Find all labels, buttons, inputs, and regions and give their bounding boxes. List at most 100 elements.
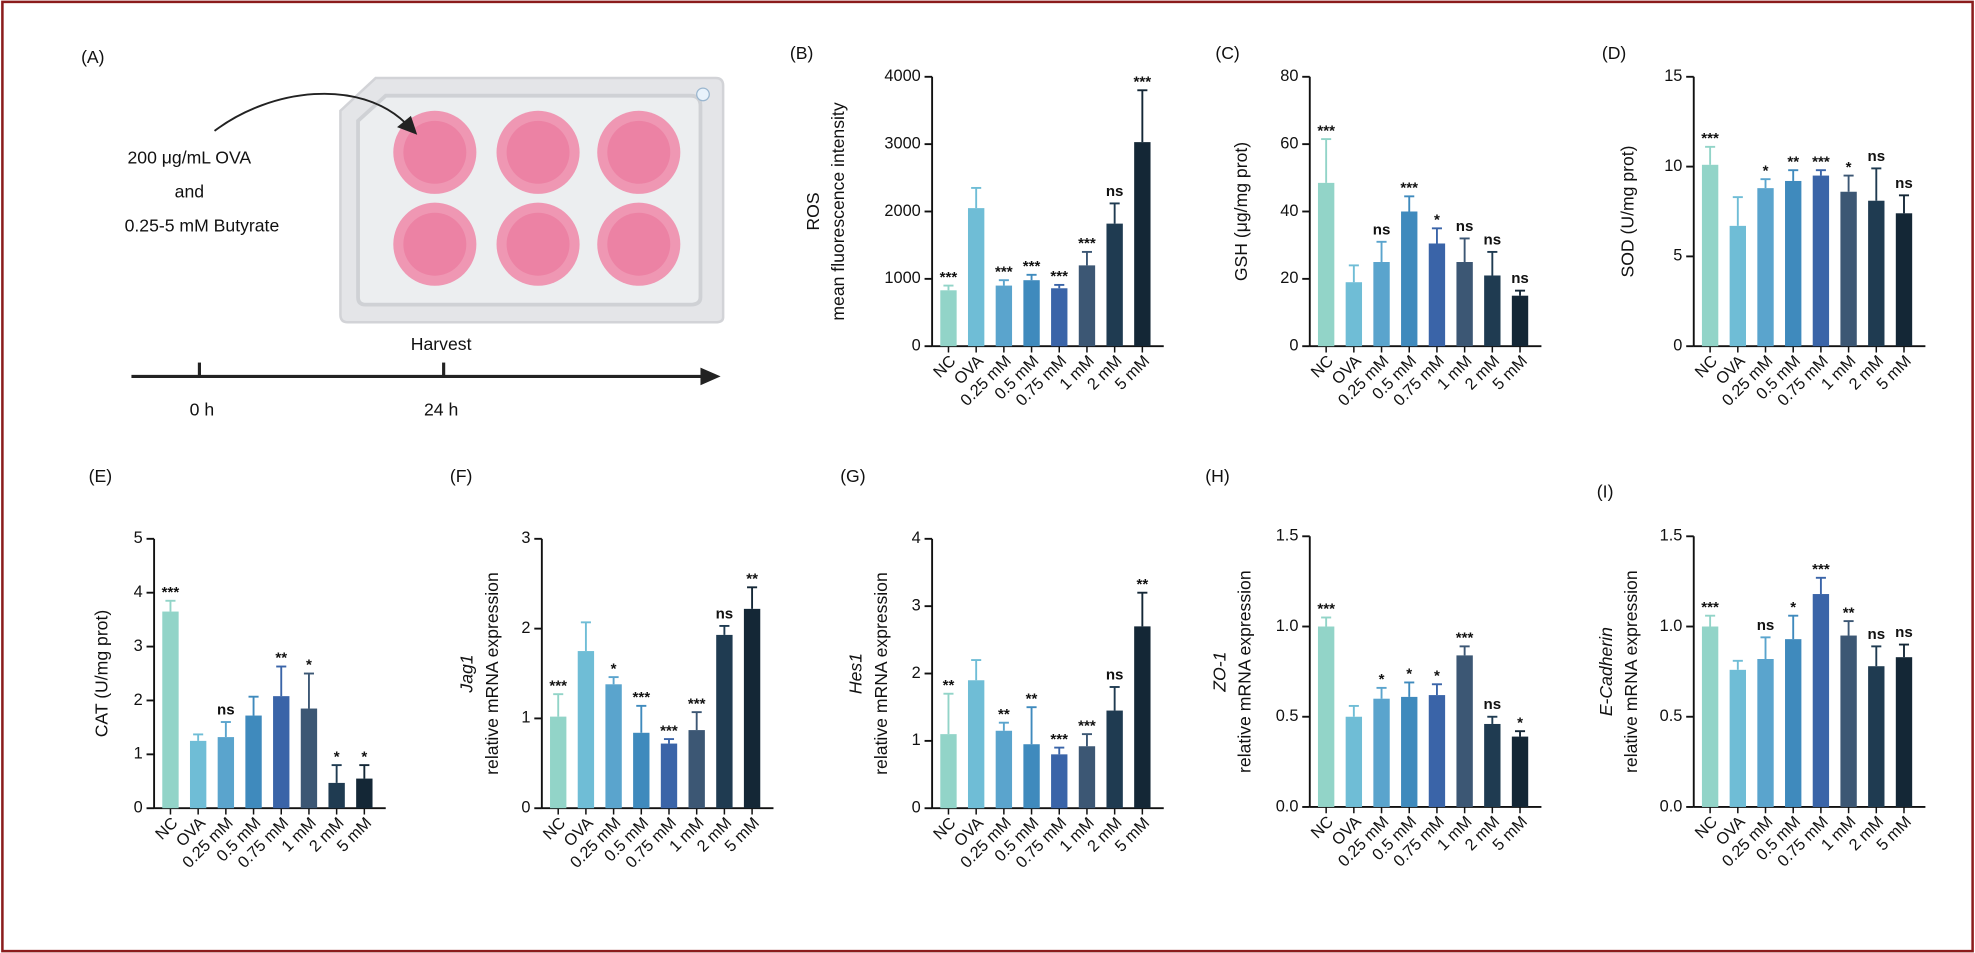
bar bbox=[940, 290, 956, 346]
significance: * bbox=[361, 748, 367, 765]
y-tick-label: 15 bbox=[1664, 67, 1682, 85]
chart: (D)SOD (U/mg prot)051015NC***OVA0.25 mM*… bbox=[1602, 43, 1926, 410]
bar bbox=[273, 696, 289, 808]
y-axis-label: relative mRNA expression bbox=[482, 572, 502, 775]
event-label: Harvest bbox=[411, 334, 472, 354]
y-tick-label: 3000 bbox=[884, 134, 920, 152]
significance: ns bbox=[1373, 221, 1391, 238]
significance: ns bbox=[1484, 696, 1502, 713]
bar bbox=[190, 741, 206, 808]
significance: ns bbox=[1106, 666, 1124, 683]
bar bbox=[1484, 724, 1500, 807]
bar bbox=[744, 609, 760, 808]
y-axis-label: ZO-1 bbox=[1209, 652, 1229, 693]
bar bbox=[1346, 282, 1362, 346]
bar bbox=[1429, 243, 1445, 346]
well-inner bbox=[507, 121, 570, 184]
bar bbox=[245, 716, 261, 809]
significance: ** bbox=[1787, 153, 1799, 170]
y-tick-label: 1000 bbox=[884, 269, 920, 287]
significance: *** bbox=[1078, 717, 1096, 734]
significance: *** bbox=[1317, 601, 1335, 618]
bar bbox=[1429, 695, 1445, 807]
y-axis-label: Hes1 bbox=[846, 653, 866, 694]
significance: *** bbox=[1456, 630, 1474, 647]
bar bbox=[633, 733, 649, 808]
panel-label: (D) bbox=[1602, 43, 1626, 63]
y-axis-label: CAT (U/mg prot) bbox=[92, 610, 112, 738]
significance: ** bbox=[1136, 576, 1148, 593]
bar bbox=[1051, 754, 1067, 808]
significance: * bbox=[611, 660, 617, 677]
bar bbox=[1051, 288, 1067, 346]
chart: (F)Jag1relative mRNA expression0123NC***… bbox=[450, 466, 774, 872]
bar bbox=[162, 612, 178, 809]
y-tick-label: 0.5 bbox=[1276, 707, 1299, 725]
panel-label: (H) bbox=[1205, 466, 1229, 486]
y-tick-label: 0 bbox=[521, 799, 530, 817]
bar bbox=[996, 731, 1012, 808]
y-tick-label: 0.0 bbox=[1660, 797, 1683, 815]
significance: ns bbox=[217, 701, 235, 718]
significance: *** bbox=[688, 695, 706, 712]
panel-label: (B) bbox=[790, 43, 813, 63]
significance: ** bbox=[275, 650, 287, 667]
significance: * bbox=[1379, 671, 1385, 688]
significance: *** bbox=[995, 263, 1013, 280]
significance: *** bbox=[1050, 731, 1068, 748]
significance: ns bbox=[1484, 231, 1502, 248]
bar bbox=[550, 717, 566, 809]
bar bbox=[689, 730, 705, 808]
significance: * bbox=[334, 748, 340, 765]
significance: *** bbox=[660, 722, 678, 739]
bar bbox=[1702, 165, 1718, 346]
bar bbox=[940, 734, 956, 808]
significance: ns bbox=[1867, 148, 1885, 165]
bar bbox=[1512, 737, 1528, 807]
y-tick-label: 80 bbox=[1280, 67, 1298, 85]
bar bbox=[1456, 655, 1472, 807]
y-tick-label: 60 bbox=[1280, 134, 1298, 152]
significance: ns bbox=[1895, 175, 1913, 192]
bar bbox=[996, 286, 1012, 347]
bar bbox=[1813, 176, 1829, 347]
chart: (C)GSH (μg/mg prot)020406080NC***OVA0.25… bbox=[1215, 43, 1541, 410]
treatment: and bbox=[175, 182, 204, 202]
bar bbox=[1318, 183, 1334, 346]
bar bbox=[356, 779, 372, 809]
significance: ns bbox=[1757, 617, 1775, 634]
y-tick-label: 4000 bbox=[884, 67, 920, 85]
bar bbox=[301, 709, 317, 809]
significance: ** bbox=[1026, 690, 1038, 707]
panel-label: (G) bbox=[840, 466, 865, 486]
bar bbox=[1702, 627, 1718, 807]
bar bbox=[1318, 627, 1334, 807]
bar bbox=[661, 744, 677, 809]
y-tick-label: 1.0 bbox=[1660, 617, 1683, 635]
significance: *** bbox=[549, 677, 567, 694]
bar bbox=[1785, 639, 1801, 807]
y-tick-label: 1 bbox=[134, 745, 143, 763]
y-tick-label: 2000 bbox=[884, 202, 920, 220]
y-tick-label: 1.0 bbox=[1276, 617, 1299, 635]
y-tick-label: 5 bbox=[1673, 247, 1682, 265]
significance: *** bbox=[940, 269, 958, 286]
bar bbox=[1373, 699, 1389, 807]
y-tick-label: 1 bbox=[521, 709, 530, 727]
y-tick-label: 1.5 bbox=[1276, 527, 1299, 545]
chart: (E)CAT (U/mg prot)012345NC***OVA0.25 mMn… bbox=[89, 466, 386, 872]
treatment: 200 μg/mL OVA bbox=[128, 148, 252, 168]
significance: *** bbox=[1023, 258, 1041, 275]
significance: ** bbox=[943, 677, 955, 694]
bar bbox=[968, 208, 984, 346]
significance: * bbox=[1846, 159, 1852, 176]
well-inner bbox=[607, 213, 670, 276]
bar bbox=[1840, 636, 1856, 807]
significance: * bbox=[306, 657, 312, 674]
chart: (G)Hes1relative mRNA expression01234NC**… bbox=[840, 466, 1164, 872]
page: { "schematic": { "panel": "(A)", "treatm… bbox=[0, 0, 1975, 953]
bar bbox=[1106, 711, 1122, 809]
y-tick-label: 0.5 bbox=[1660, 707, 1683, 725]
y-axis-label: mean fluorescence intensity bbox=[828, 102, 848, 320]
